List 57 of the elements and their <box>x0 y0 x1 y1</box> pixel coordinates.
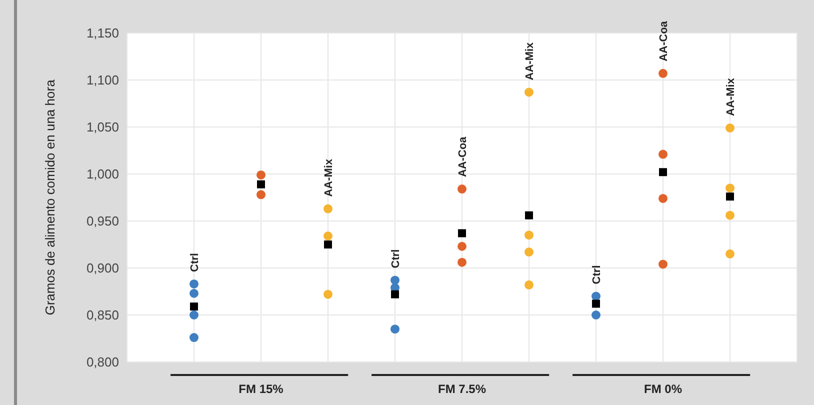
point <box>658 68 668 78</box>
y-tick-label: 1,050 <box>86 120 119 135</box>
x-tick-label: AA-Coa <box>457 136 469 178</box>
point <box>525 211 533 220</box>
y-tick-label: 0,800 <box>86 354 119 370</box>
point <box>391 290 399 298</box>
y-tick-label: 1,000 <box>86 166 119 182</box>
text: FM 0% <box>644 382 682 396</box>
point <box>257 180 265 188</box>
point <box>390 276 400 285</box>
point <box>190 310 198 320</box>
point <box>256 170 266 180</box>
point <box>726 249 734 258</box>
point <box>190 279 198 288</box>
y-tick-label: 0,850 <box>86 308 119 323</box>
point <box>726 184 734 193</box>
point <box>190 302 198 311</box>
point <box>256 190 266 200</box>
y-tick-label: 0,900 <box>86 260 119 276</box>
point <box>659 168 667 176</box>
y-tick-label: 1,150 <box>86 26 119 41</box>
point <box>390 324 400 334</box>
text: FM 7.5% <box>438 382 486 396</box>
y-tick-label: 1,100 <box>86 72 119 88</box>
point <box>726 192 734 201</box>
point <box>324 240 332 248</box>
x-tick-label: Ctrl <box>189 253 201 272</box>
point <box>458 184 466 194</box>
point <box>592 300 600 308</box>
point <box>592 292 600 301</box>
point <box>458 229 466 238</box>
x-tick-label: Ctrl <box>390 249 402 268</box>
point <box>190 333 198 342</box>
point <box>524 280 534 290</box>
point <box>658 260 668 269</box>
point <box>190 288 198 298</box>
point <box>726 123 734 132</box>
point <box>458 242 466 251</box>
point <box>524 230 534 240</box>
x-tick-label: AA-Coa <box>658 20 670 62</box>
y-tick-label: 0,950 <box>86 214 119 229</box>
point <box>324 290 332 299</box>
point <box>658 150 668 159</box>
point <box>524 248 534 257</box>
x-tick-label: AA-Mix <box>725 77 737 116</box>
point <box>324 204 332 214</box>
point <box>726 210 734 220</box>
x-tick-label: AA-Mix <box>323 158 335 197</box>
point <box>658 194 668 203</box>
point <box>592 310 600 320</box>
point <box>458 258 466 267</box>
point <box>524 88 534 97</box>
y-axis-title: Gramos de alimento comido en una hora <box>42 78 58 316</box>
x-tick-label: AA-Mix <box>524 41 536 80</box>
x-tick-label: Ctrl <box>591 265 603 284</box>
point <box>324 232 332 241</box>
text: FM 15% <box>238 382 284 396</box>
